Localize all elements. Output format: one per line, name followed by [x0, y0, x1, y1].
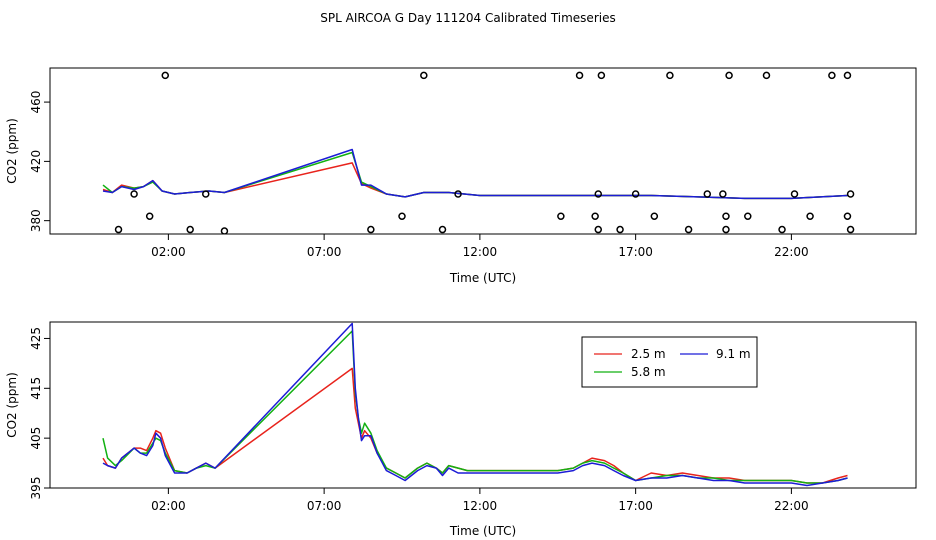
cal-point [202, 190, 210, 198]
cal-point [145, 212, 154, 220]
x-tick-label: 07:00 [307, 245, 342, 259]
x-tick-label: 17:00 [618, 499, 653, 513]
cal-point [843, 71, 852, 80]
y-tick-label: 460 [29, 91, 43, 114]
legend-label-5-8m: 5.8 m [631, 365, 666, 379]
cal-point [575, 71, 584, 80]
x-tick-label: 17:00 [618, 245, 653, 259]
cal-point [703, 190, 712, 198]
cal-point [594, 225, 603, 234]
x-tick-label: 02:00 [151, 245, 186, 259]
cal-point [597, 71, 606, 80]
top-x-axis: 02:00 07:00 12:00 17:00 22:00 [151, 234, 809, 259]
y-tick-label: 415 [29, 377, 43, 400]
cal-point [725, 71, 733, 80]
cal-point [220, 227, 229, 234]
cal-point [744, 212, 752, 220]
cal-point [843, 212, 852, 220]
cal-point [828, 71, 836, 80]
cal-point [762, 71, 771, 80]
top-x-axis-title: Time (UTC) [449, 271, 516, 285]
x-tick-label: 02:00 [151, 499, 186, 513]
x-tick-label: 22:00 [774, 245, 809, 259]
cal-point [186, 225, 194, 234]
cal-point [367, 225, 375, 234]
y-tick-label: 395 [29, 477, 43, 500]
top-y-axis-title: CO2 (ppm) [5, 118, 19, 184]
top-panel: 02:00 07:00 12:00 17:00 22:00 380 420 460 Time… [5, 67, 917, 285]
cal-point [130, 190, 138, 198]
legend-label-2-5m: 2.5 m [631, 347, 666, 361]
legend-box [581, 336, 758, 388]
cal-point [420, 71, 428, 80]
y-tick-label: 380 [29, 209, 43, 232]
cal-point [398, 212, 406, 220]
top-plot-area [102, 71, 855, 234]
cal-point [778, 225, 786, 234]
cal-point [846, 190, 855, 198]
cal-point [616, 225, 624, 234]
top-plot-frame [49, 67, 917, 235]
bottom-x-axis-title: Time (UTC) [449, 524, 516, 538]
cal-point [114, 225, 123, 234]
cal-point [806, 212, 814, 220]
bottom-x-axis: 02:00 07:00 12:00 17:00 22:00 [151, 488, 809, 513]
cal-point [666, 71, 674, 80]
legend-label-9-1m: 9.1 m [716, 347, 751, 361]
top-y-axis: 380 420 460 [29, 91, 50, 232]
cal-point [454, 190, 462, 198]
cal-point [719, 190, 727, 198]
y-tick-label: 405 [29, 427, 43, 450]
cal-point [161, 71, 170, 80]
bottom-y-axis-title: CO2 (ppm) [5, 372, 19, 438]
bottom-plot-area [102, 322, 848, 487]
cal-point [631, 190, 640, 198]
cal-point [557, 212, 565, 220]
y-tick-label: 425 [29, 327, 43, 350]
bottom-y-axis: 395 405 415 425 [29, 327, 50, 499]
x-tick-label: 07:00 [307, 499, 342, 513]
series-line-9-1-m [102, 322, 848, 487]
cal-point [594, 190, 603, 198]
cal-point [722, 225, 730, 234]
x-tick-label: 22:00 [774, 499, 809, 513]
chart-title: SPL AIRCOA G Day 111204 Calibrated Times… [320, 11, 615, 25]
cal-point [684, 225, 693, 234]
cal-point [438, 225, 447, 234]
cal-point [722, 212, 730, 220]
cal-point [650, 212, 659, 220]
bottom-plot-frame [49, 321, 917, 489]
legend: 2.5 m 5.8 m 9.1 m [581, 336, 758, 388]
cal-point [591, 212, 599, 220]
series-line-9-1-m [102, 148, 848, 200]
cal-point [790, 190, 799, 198]
x-tick-label: 12:00 [463, 245, 498, 259]
x-tick-label: 12:00 [463, 499, 498, 513]
cal-point [846, 225, 855, 234]
bottom-panel: 02:00 07:00 12:00 17:00 22:00 395 405 415 425 T… [5, 321, 917, 538]
y-tick-label: 420 [29, 150, 43, 173]
